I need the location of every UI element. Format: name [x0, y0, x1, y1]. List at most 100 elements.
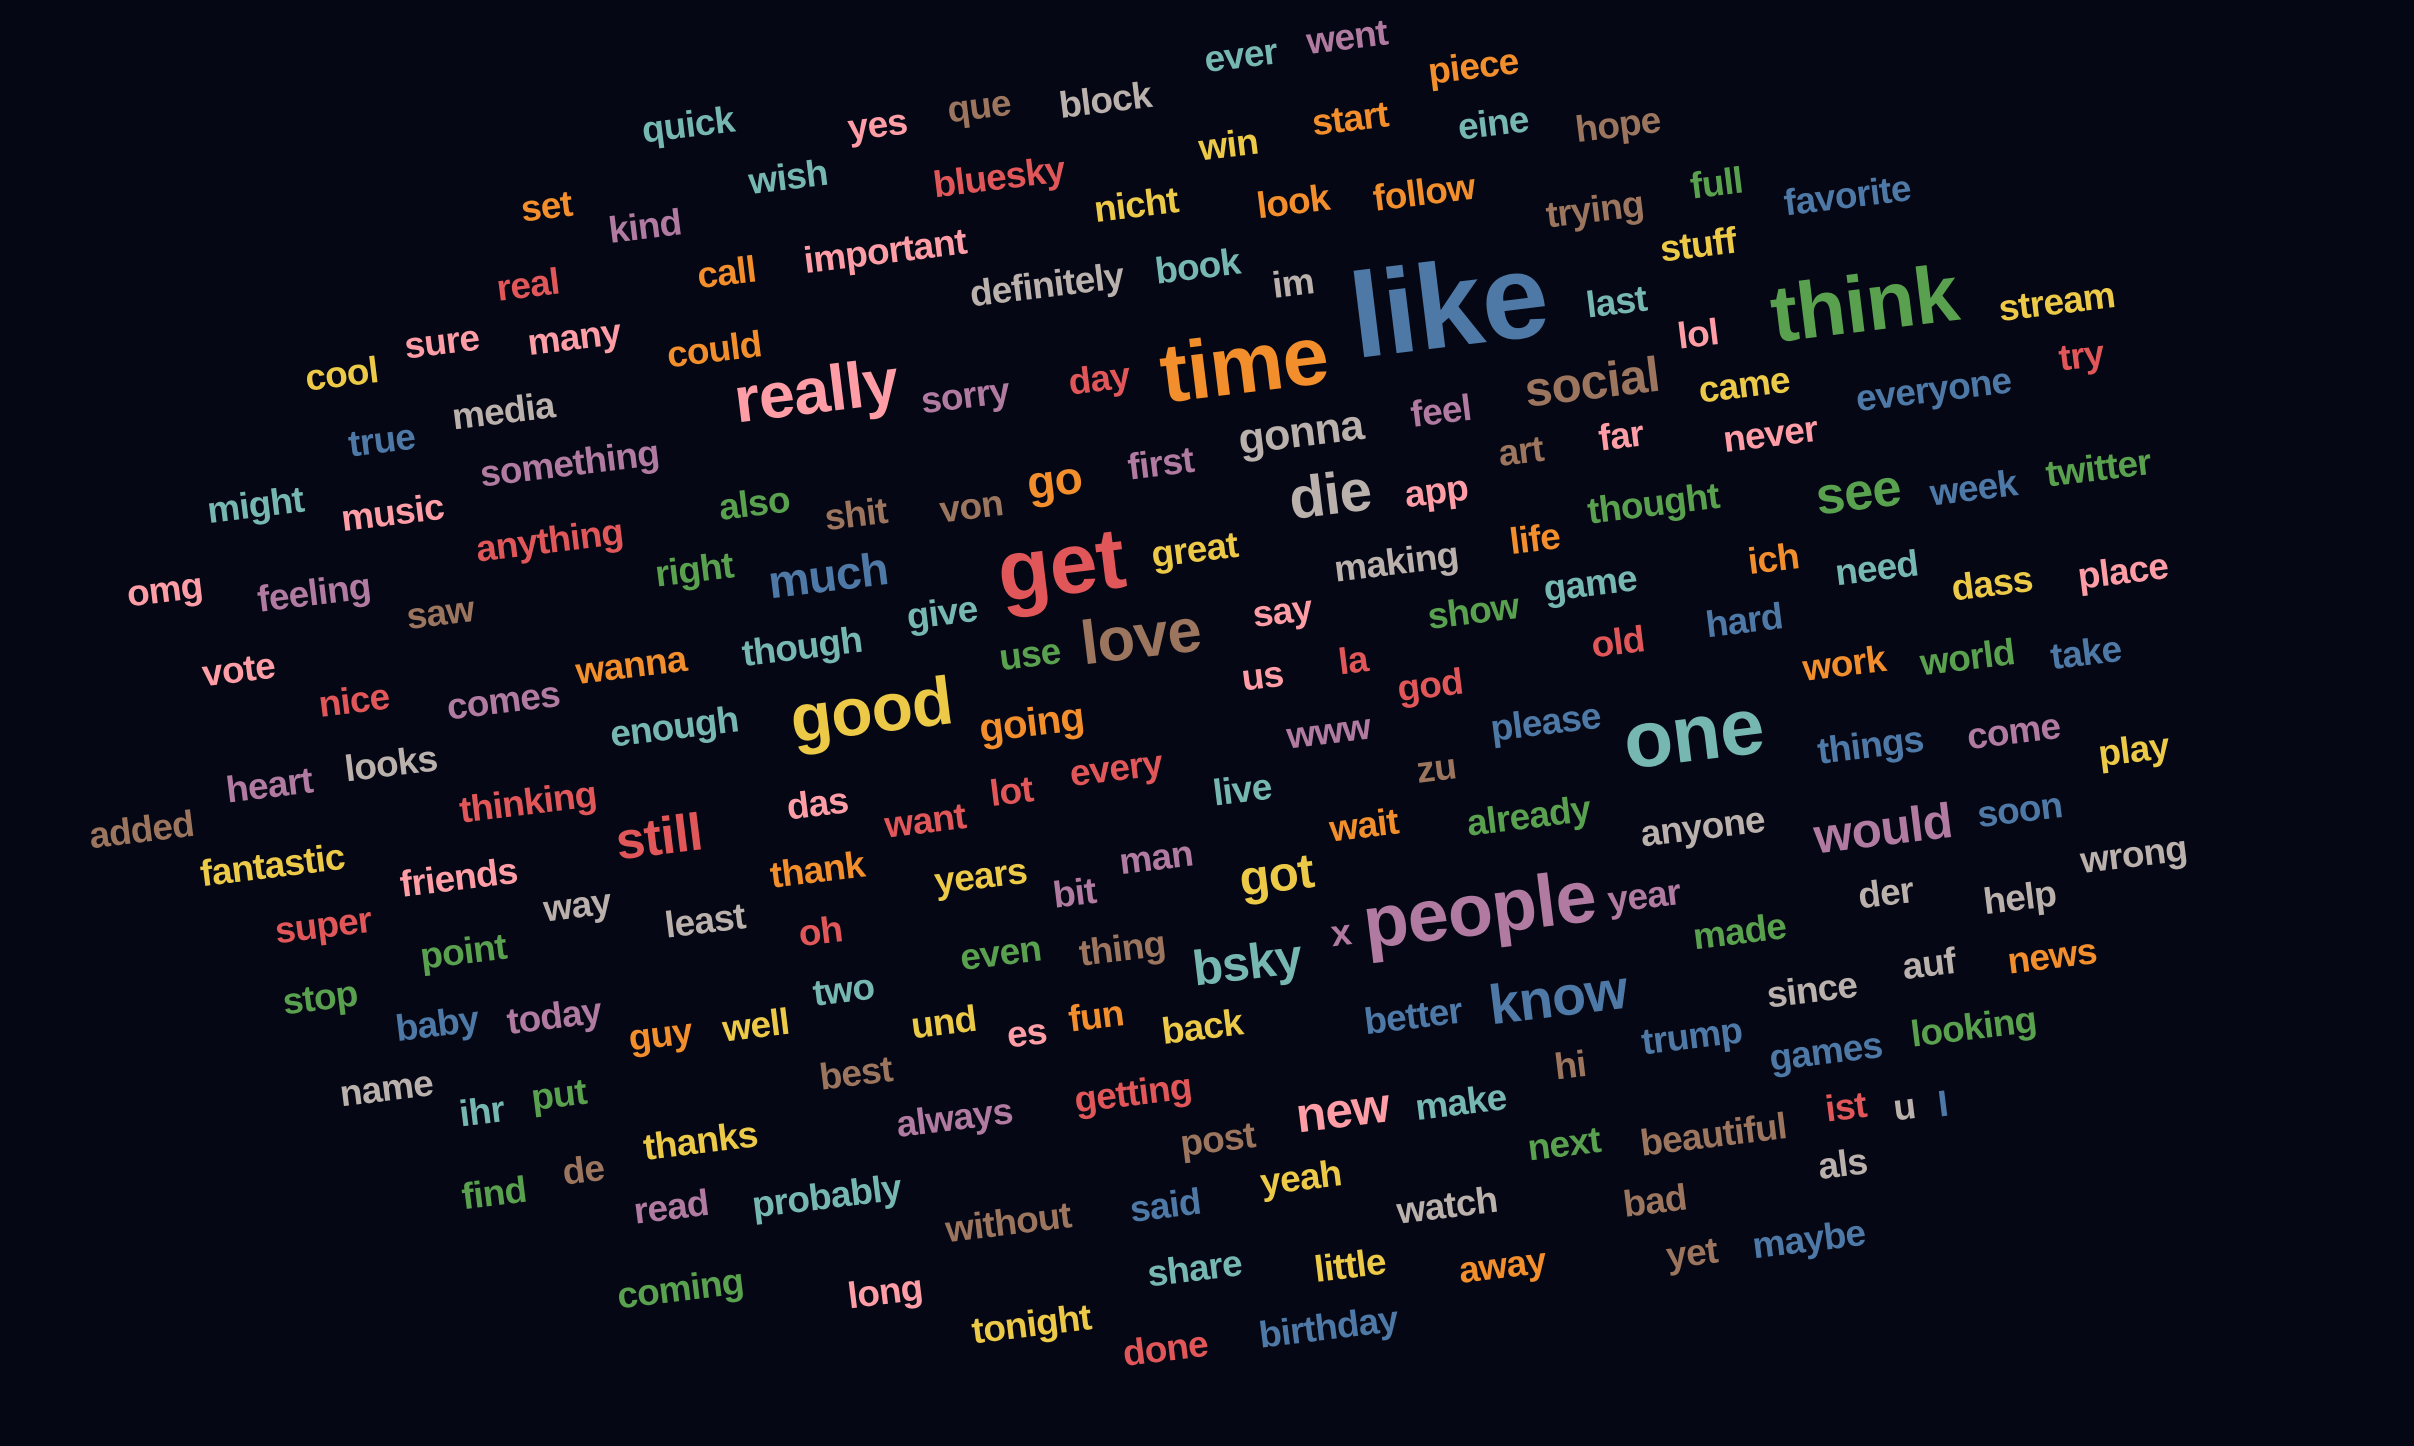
word-many: many	[525, 311, 624, 365]
word-que: que	[945, 82, 1014, 132]
word-good: good	[786, 663, 957, 758]
word-put: put	[528, 1071, 589, 1120]
word-der: der	[1855, 869, 1916, 918]
word-best: best	[817, 1048, 895, 1099]
word-baby: baby	[393, 998, 481, 1051]
word-everyone: everyone	[1853, 360, 2014, 421]
word-might: might	[204, 479, 306, 533]
word-super: super	[272, 899, 374, 953]
word-stop: stop	[280, 973, 360, 1024]
word-came: came	[1696, 359, 1793, 412]
word-would: would	[1810, 792, 1955, 865]
word-time: time	[1154, 308, 1333, 421]
word-sorry: sorry	[918, 370, 1012, 423]
word-old: old	[1589, 618, 1647, 667]
word-bit: bit	[1050, 870, 1099, 917]
word-thought: thought	[1585, 475, 1722, 533]
word-said: said	[1127, 1181, 1204, 1232]
word-great: great	[1149, 524, 1241, 577]
word-far: far	[1596, 413, 1646, 460]
word-thinking: thinking	[457, 773, 599, 832]
word-watch: watch	[1394, 1179, 1500, 1233]
word-though: though	[739, 619, 865, 676]
word-name: name	[337, 1062, 436, 1116]
word-yeah: yeah	[1257, 1152, 1344, 1205]
word-without: without	[943, 1194, 1074, 1252]
word-soon: soon	[1974, 784, 2065, 837]
word-ich: ich	[1745, 535, 1802, 584]
word-enough: enough	[607, 698, 741, 756]
word-help: help	[1981, 873, 2059, 924]
word-looks: looks	[342, 738, 440, 791]
word-like: like	[1342, 225, 1555, 385]
word-wish: wish	[746, 152, 830, 204]
word-last: last	[1583, 278, 1649, 327]
word-comes: comes	[444, 673, 563, 729]
word-ist: ist	[1822, 1084, 1869, 1131]
word-tonight: tonight	[969, 1296, 1094, 1353]
word-us: us	[1239, 653, 1286, 700]
word-way: way	[541, 881, 614, 931]
word-coming: coming	[614, 1260, 746, 1318]
word-take: take	[2048, 628, 2124, 679]
word-back: back	[1159, 1002, 1246, 1054]
word-give: give	[904, 588, 980, 639]
word-www: www	[1284, 706, 1373, 758]
word-definitely: definitely	[967, 255, 1126, 316]
word-real: real	[494, 261, 562, 311]
word-dass: dass	[1949, 558, 2035, 610]
word-years: years	[932, 850, 1030, 904]
word-stream: stream	[1996, 274, 2118, 331]
word-something: something	[477, 432, 662, 496]
word-book: book	[1152, 241, 1243, 293]
word-next: next	[1525, 1119, 1603, 1170]
word-live: live	[1210, 766, 1274, 815]
word-today: today	[504, 990, 604, 1044]
word-thank: thank	[767, 844, 867, 897]
word-auf: auf	[1900, 940, 1958, 989]
word-gonna: gonna	[1235, 400, 1366, 464]
word-please: please	[1488, 695, 1603, 751]
word-kind: kind	[606, 202, 684, 253]
word-hope: hope	[1573, 99, 1663, 152]
word-even: even	[957, 928, 1044, 980]
word-done: done	[1120, 1323, 1211, 1376]
word-game: game	[1541, 557, 1640, 611]
word-app: app	[1402, 467, 1471, 517]
word-guy: guy	[626, 1010, 695, 1060]
word-thanks: thanks	[641, 1113, 760, 1170]
word-i: I	[1935, 1083, 1951, 1126]
word-little: little	[1312, 1241, 1388, 1292]
word-try: try	[2056, 333, 2107, 380]
word-block: block	[1056, 74, 1154, 128]
word-und: und	[908, 998, 979, 1048]
word-know: know	[1485, 957, 1631, 1037]
word-feeling: feeling	[255, 565, 373, 622]
word-yes: yes	[845, 101, 910, 150]
word-never: never	[1720, 408, 1820, 462]
word-thing: thing	[1076, 923, 1168, 976]
word-right: right	[652, 544, 736, 596]
word-feel: feel	[1408, 387, 1474, 437]
word-get: get	[991, 508, 1130, 621]
word-u: u	[1890, 1085, 1918, 1130]
word-day: day	[1066, 355, 1133, 404]
word-bad: bad	[1620, 1177, 1689, 1227]
word-von: von	[937, 482, 1006, 532]
word-oh: oh	[796, 908, 845, 956]
word-share: share	[1145, 1242, 1245, 1296]
word-lot: lot	[987, 768, 1036, 816]
word-omg: omg	[124, 565, 205, 616]
word-die: die	[1285, 458, 1375, 533]
word-post: post	[1177, 1114, 1258, 1166]
word-go: go	[1024, 452, 1085, 510]
word-media: media	[449, 384, 557, 439]
word-new: new	[1292, 1076, 1393, 1144]
word-away: away	[1456, 1240, 1549, 1293]
word-art: art	[1496, 428, 1546, 476]
word-god: god	[1395, 661, 1466, 711]
word-das: das	[784, 780, 851, 829]
word-play: play	[2095, 725, 2172, 776]
word-quick: quick	[639, 99, 737, 152]
